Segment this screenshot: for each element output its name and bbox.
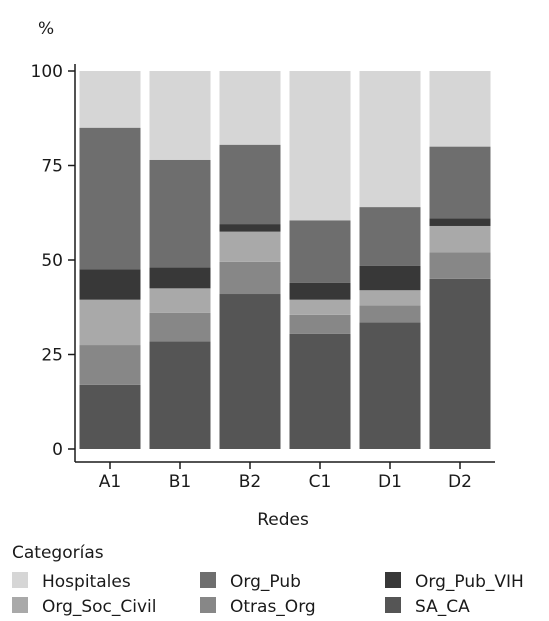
x-tick-label: B2 — [239, 472, 261, 492]
bar-segment-org-pub — [289, 220, 351, 283]
legend-swatch — [385, 597, 401, 613]
y-tick-label: 50 — [41, 251, 63, 271]
y-axis-label: % — [38, 19, 54, 39]
bar-segment-org-pub-vih — [219, 224, 281, 232]
legend-swatch — [200, 572, 216, 588]
bar-segment-org-soc-civil — [79, 299, 141, 346]
bar-segment-org-pub-vih — [359, 265, 421, 291]
legend-label: Org_Soc_Civil — [42, 597, 157, 617]
legend: Categorías Hospitales Org_Pub Org_Pub_VIH O… — [12, 543, 524, 617]
legend-swatch — [385, 572, 401, 588]
legend-label: SA_CA — [415, 597, 470, 617]
bar-segment-org-soc-civil — [429, 225, 491, 253]
x-tick-label: A1 — [99, 472, 121, 492]
legend-swatch — [12, 572, 28, 588]
x-tick-label: D1 — [378, 472, 402, 492]
bar-segment-sa-ca — [79, 384, 141, 449]
y-tick-label: 0 — [52, 440, 63, 460]
legend-label: Otras_Org — [230, 597, 316, 617]
bar-segment-otras-org — [149, 312, 211, 342]
bar-segment-org-pub-vih — [429, 218, 491, 226]
legend-label: Org_Pub_VIH — [415, 572, 524, 592]
x-tick-label: D2 — [448, 472, 472, 492]
bar-segment-sa-ca — [429, 278, 491, 449]
legend-title: Categorías — [12, 543, 104, 563]
bar-segment-sa-ca — [359, 322, 421, 449]
legend-swatch — [200, 597, 216, 613]
bar-segment-org-pub-vih — [149, 267, 211, 289]
bar-segment-org-soc-civil — [289, 299, 351, 315]
x-axis: A1 B1 B2 C1 D1 D2 — [75, 461, 495, 492]
bar-segment-hospitales — [219, 71, 281, 145]
bar-segment-otras-org — [289, 314, 351, 334]
x-tick-label: C1 — [309, 472, 332, 492]
bar-segment-org-soc-civil — [149, 288, 211, 313]
bar-segment-sa-ca — [219, 294, 281, 449]
bars-group — [79, 71, 491, 449]
legend-swatch — [12, 597, 28, 613]
legend-label: Hospitales — [42, 572, 131, 592]
bar-segment-hospitales — [359, 71, 421, 208]
bar-segment-org-pub — [429, 146, 491, 219]
bar-segment-org-pub — [79, 127, 141, 270]
bar-segment-otras-org — [79, 345, 141, 385]
bar-segment-hospitales — [149, 71, 211, 160]
bar-segment-org-pub — [359, 207, 421, 266]
y-tick-label: 75 — [41, 157, 63, 177]
bar-segment-otras-org — [429, 252, 491, 279]
bar-segment-sa-ca — [289, 333, 351, 449]
bar-segment-hospitales — [289, 71, 351, 221]
legend-label: Org_Pub — [230, 572, 301, 592]
bar-segment-org-pub-vih — [79, 269, 141, 300]
bar-segment-hospitales — [429, 71, 491, 147]
x-tick-label: B1 — [169, 472, 191, 492]
y-tick-label: 100 — [31, 62, 63, 82]
bar-segment-org-pub — [219, 144, 281, 225]
bar-segment-org-soc-civil — [219, 231, 281, 262]
bar-segment-org-pub-vih — [289, 282, 351, 300]
bar-segment-otras-org — [219, 261, 281, 295]
bar-segment-org-soc-civil — [359, 290, 421, 306]
bar-segment-otras-org — [359, 305, 421, 323]
x-axis-label: Redes — [257, 510, 309, 530]
y-tick-label: 25 — [41, 346, 63, 366]
bar-segment-sa-ca — [149, 341, 211, 449]
bar-segment-hospitales — [79, 71, 141, 128]
bar-segment-org-pub — [149, 159, 211, 268]
y-axis: 0 25 50 75 100 — [31, 62, 76, 462]
